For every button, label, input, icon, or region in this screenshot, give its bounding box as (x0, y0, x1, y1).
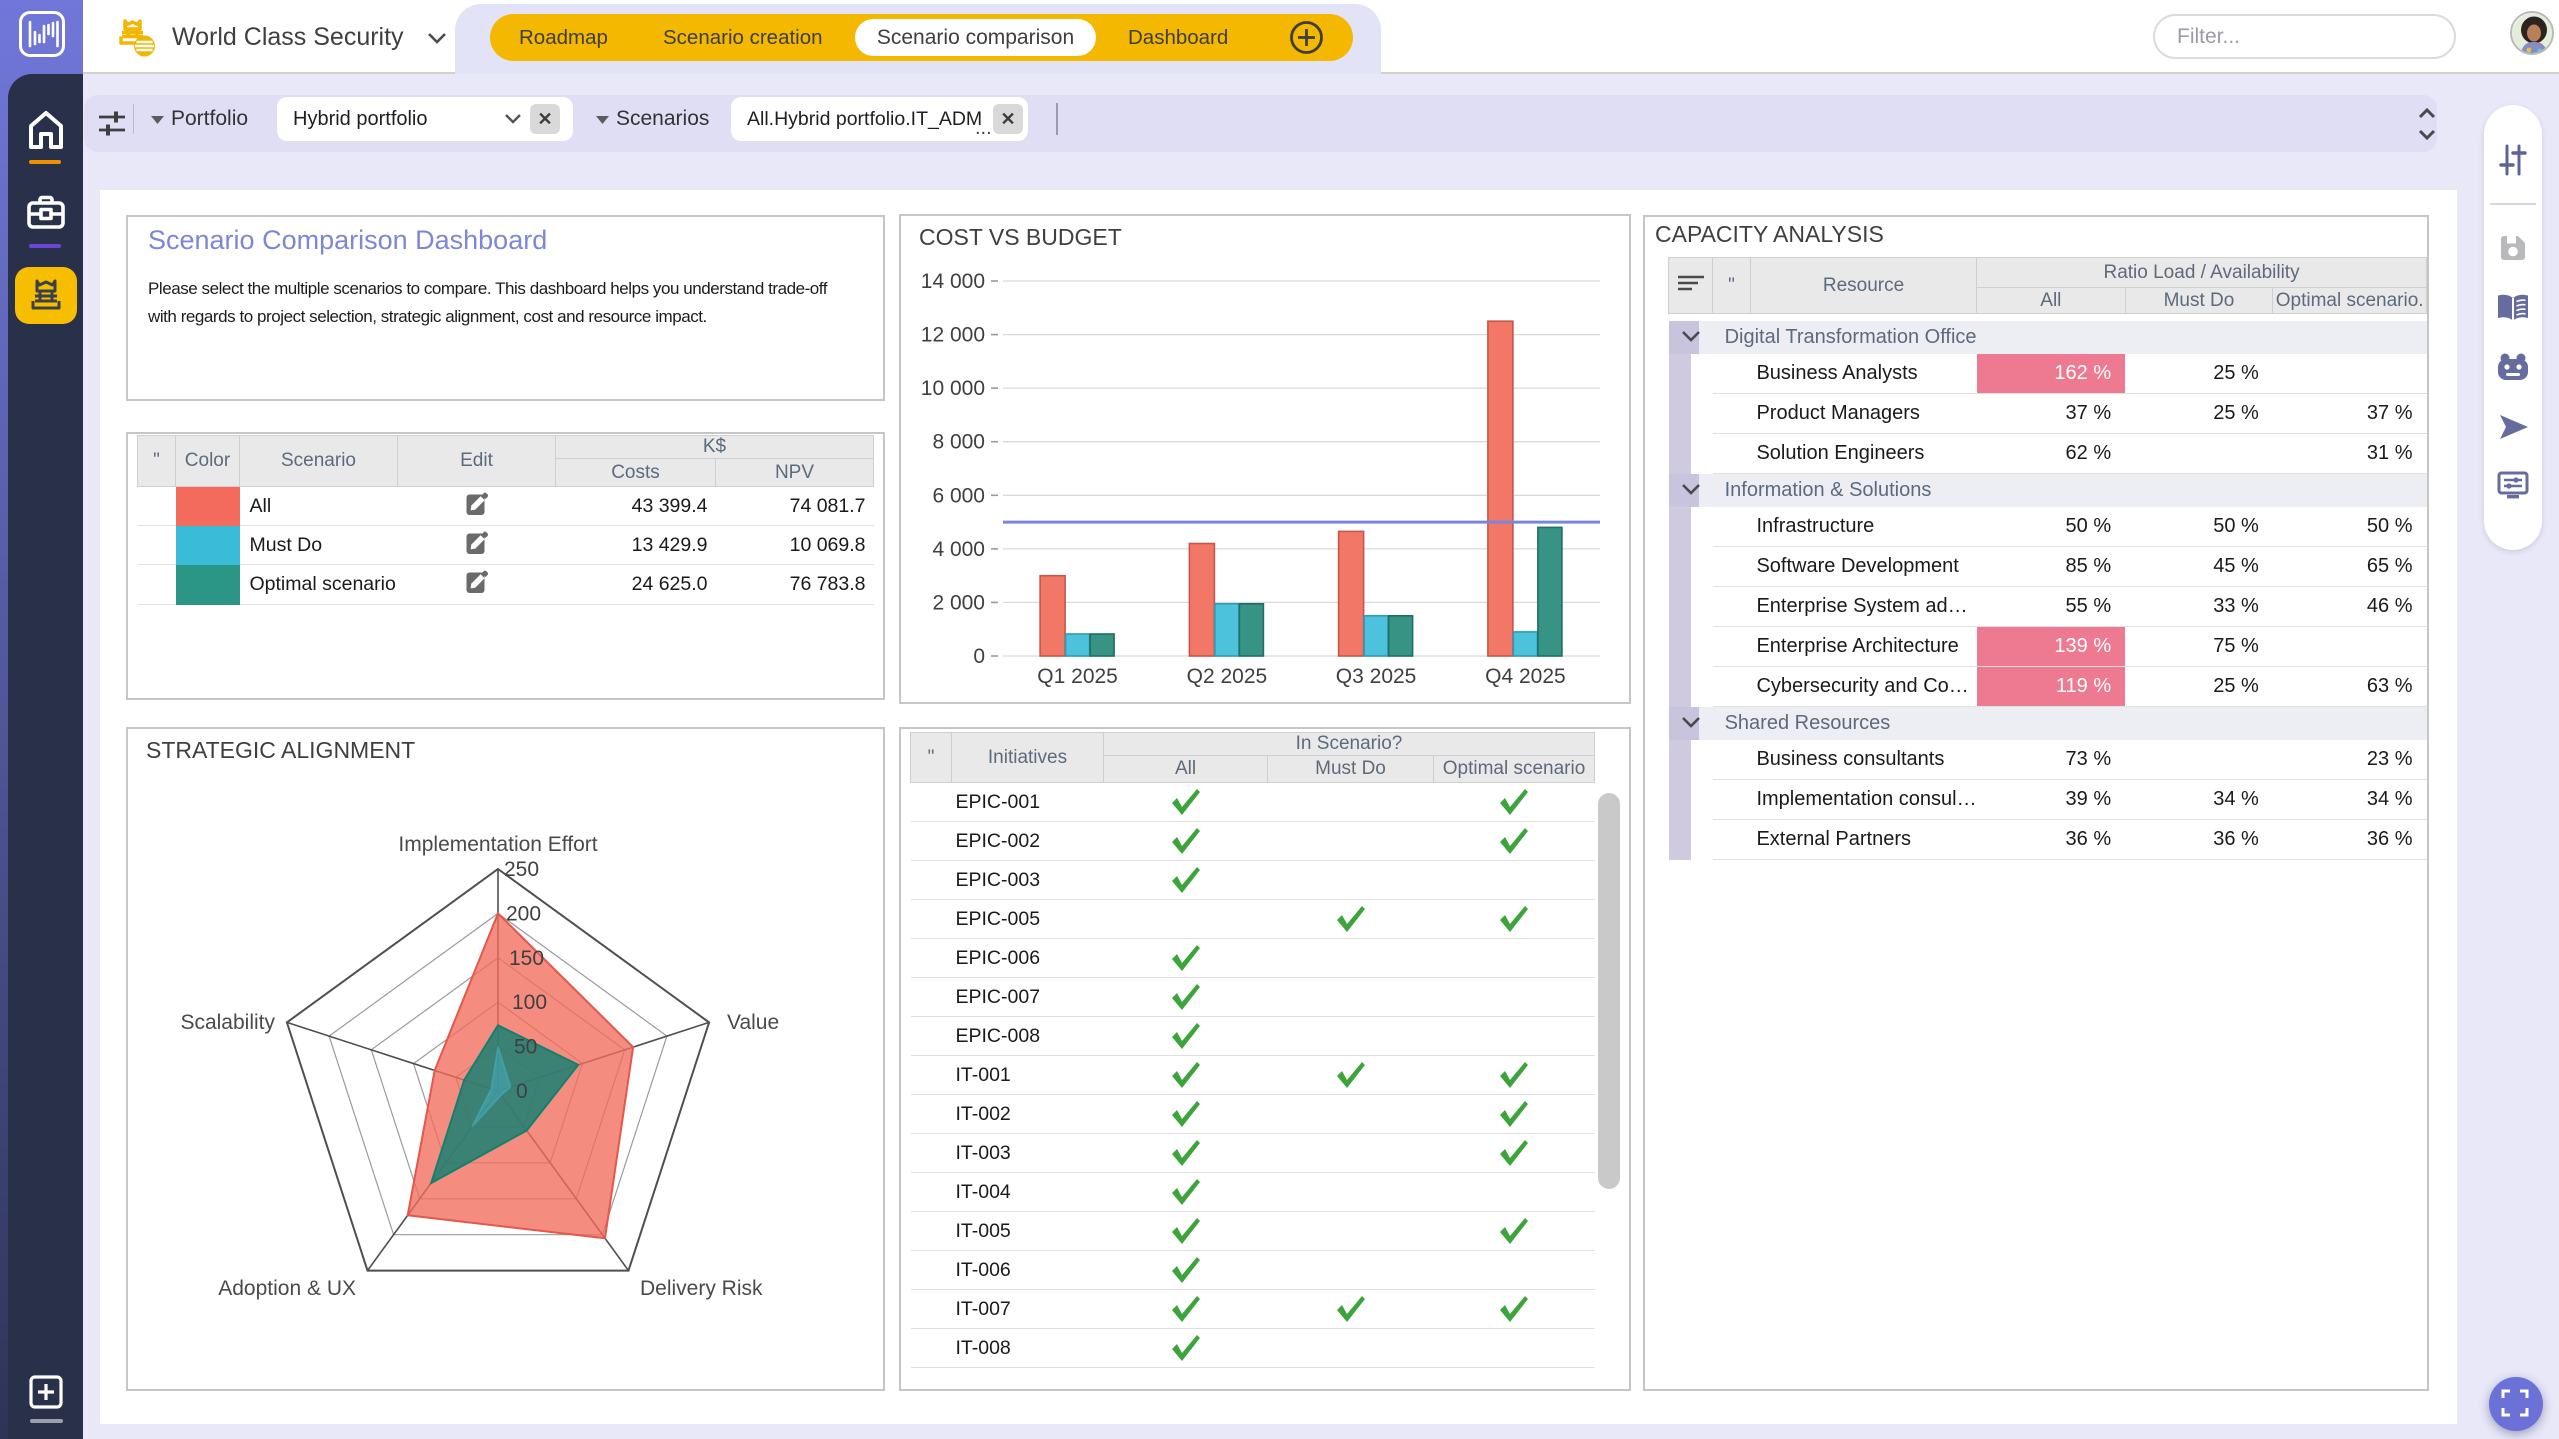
svg-text:0: 0 (973, 645, 985, 668)
svg-text:Delivery Risk: Delivery Risk (640, 1277, 763, 1300)
svg-text:Value: Value (727, 1011, 779, 1034)
svg-text:Q4 2025: Q4 2025 (1485, 665, 1566, 688)
svg-text:150: 150 (509, 947, 544, 970)
svg-text:10 000: 10 000 (921, 377, 985, 400)
svg-text:Q3 2025: Q3 2025 (1336, 665, 1417, 688)
svg-text:100: 100 (512, 991, 547, 1014)
svg-text:200: 200 (506, 902, 541, 925)
svg-text:4 000: 4 000 (932, 538, 985, 561)
svg-text:14 000: 14 000 (921, 270, 985, 293)
svg-text:12 000: 12 000 (921, 324, 985, 347)
svg-text:250: 250 (504, 858, 539, 881)
svg-text:8 000: 8 000 (932, 431, 985, 454)
svg-text:Scalability: Scalability (180, 1011, 275, 1034)
svg-text:6 000: 6 000 (932, 484, 985, 507)
svg-text:Adoption & UX: Adoption & UX (218, 1277, 356, 1300)
svg-text:50: 50 (514, 1036, 537, 1059)
svg-text:Q2 2025: Q2 2025 (1187, 665, 1268, 688)
svg-text:Q1 2025: Q1 2025 (1037, 665, 1118, 688)
svg-text:Implementation Effort: Implementation Effort (398, 833, 597, 856)
svg-text:2 000: 2 000 (932, 591, 985, 614)
svg-text:0: 0 (516, 1080, 528, 1103)
